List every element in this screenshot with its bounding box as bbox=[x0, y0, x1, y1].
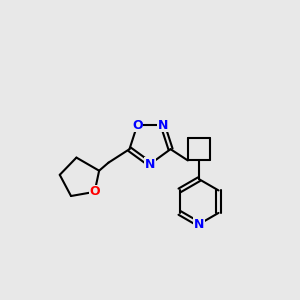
Text: N: N bbox=[194, 218, 204, 231]
Text: N: N bbox=[158, 118, 168, 131]
Text: N: N bbox=[145, 158, 155, 171]
Text: O: O bbox=[132, 118, 142, 131]
Text: O: O bbox=[89, 185, 100, 198]
